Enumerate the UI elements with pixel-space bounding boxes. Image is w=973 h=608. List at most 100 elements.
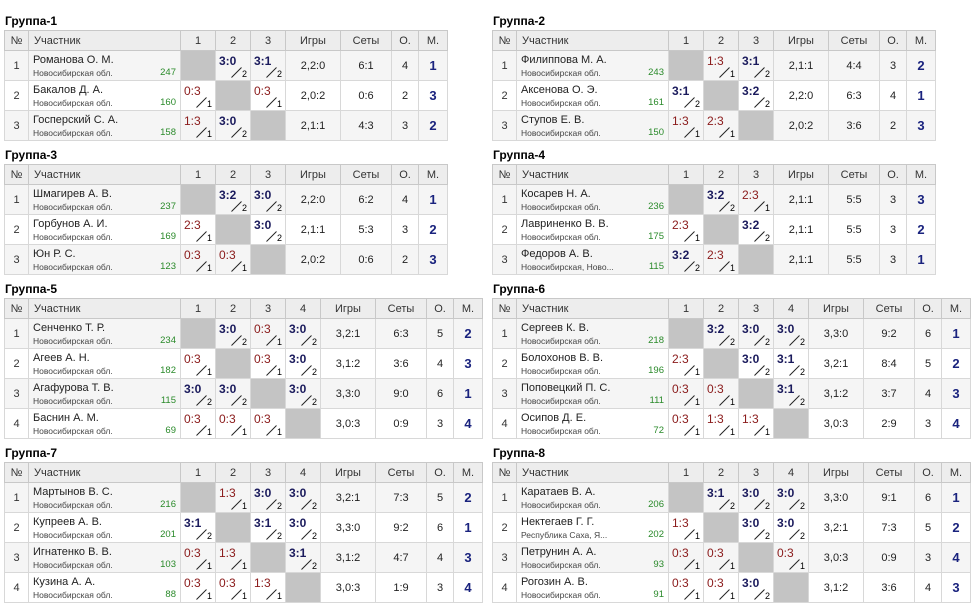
participant-cell[interactable]: Сенченко Т. Р. Новосибирская обл. 234	[28, 318, 181, 349]
participant-cell[interactable]: Юн Р. С. Новосибирская обл. 123	[28, 244, 181, 275]
match-result[interactable]: 0:3 1	[668, 542, 704, 573]
match-result[interactable]: 0:3 1	[215, 244, 251, 275]
participant-name[interactable]: Осипов Д. Е.	[521, 412, 587, 424]
participant-name[interactable]: Госперский С. А.	[33, 114, 119, 126]
participant-name[interactable]: Мартынов В. С.	[33, 486, 113, 498]
match-result[interactable]: 2:3 1	[703, 110, 739, 141]
match-result[interactable]: 1:3 1	[668, 110, 704, 141]
match-result[interactable]: 3:2 2	[215, 184, 251, 215]
participant-name[interactable]: Шмагирев А. В.	[33, 188, 112, 200]
match-result[interactable]: 0:3 1	[703, 378, 739, 409]
match-result[interactable]: 3:0 2	[215, 110, 251, 141]
match-result[interactable]: 3:1 2	[738, 50, 774, 81]
match-result[interactable]: 1:3 1	[180, 110, 216, 141]
match-result[interactable]: 3:0 2	[738, 572, 774, 603]
match-result[interactable]: 0:3 1	[703, 572, 739, 603]
match-result[interactable]: 3:0 2	[285, 378, 321, 409]
participant-name[interactable]: Филиппова М. А.	[521, 54, 607, 66]
match-result[interactable]: 3:0 2	[215, 378, 251, 409]
match-result[interactable]: 0:3 1	[180, 80, 216, 111]
participant-cell[interactable]: Шмагирев А. В. Новосибирская обл. 237	[28, 184, 181, 215]
participant-cell[interactable]: Агеев А. Н. Новосибирская обл. 182	[28, 348, 181, 379]
match-result[interactable]: 0:3 1	[250, 80, 286, 111]
match-result[interactable]: 0:3 1	[215, 572, 251, 603]
match-result[interactable]: 0:3 1	[250, 408, 286, 439]
participant-name[interactable]: Сенченко Т. Р.	[33, 322, 106, 334]
match-result[interactable]: 0:3 1	[250, 318, 286, 349]
participant-cell[interactable]: Косарев Н. А. Новосибирская обл. 236	[516, 184, 669, 215]
match-result[interactable]: 0:3 1	[668, 572, 704, 603]
participant-name[interactable]: Сергеев К. В.	[521, 322, 589, 334]
match-result[interactable]: 3:1 2	[180, 512, 216, 543]
participant-name[interactable]: Рогозин А. В.	[521, 576, 588, 588]
match-result[interactable]: 2:3 1	[703, 244, 739, 275]
participant-cell[interactable]: Романова О. М. Новосибирская обл. 247	[28, 50, 181, 81]
match-result[interactable]: 0:3 1	[180, 348, 216, 379]
match-result[interactable]: 3:0 2	[250, 214, 286, 245]
participant-cell[interactable]: Купреев А. В. Новосибирская обл. 201	[28, 512, 181, 543]
match-result[interactable]: 0:3 1	[668, 408, 704, 439]
participant-name[interactable]: Агеев А. Н.	[33, 352, 90, 364]
participant-cell[interactable]: Горбунов А. И. Новосибирская обл. 169	[28, 214, 181, 245]
match-result[interactable]: 1:3 1	[215, 482, 251, 513]
participant-name[interactable]: Федоров А. В.	[521, 248, 593, 260]
match-result[interactable]: 0:3 1	[180, 572, 216, 603]
match-result[interactable]: 3:1 2	[773, 348, 809, 379]
match-result[interactable]: 0:3 1	[180, 408, 216, 439]
match-result[interactable]: 2:3 1	[668, 214, 704, 245]
match-result[interactable]: 3:1 2	[285, 542, 321, 573]
match-result[interactable]: 3:0 2	[738, 348, 774, 379]
match-result[interactable]: 3:0 2	[215, 318, 251, 349]
match-result[interactable]: 3:0 2	[773, 482, 809, 513]
participant-cell[interactable]: Агафурова Т. В. Новосибирская обл. 115	[28, 378, 181, 409]
participant-cell[interactable]: Осипов Д. Е. Новосибирская обл. 72	[516, 408, 669, 439]
match-result[interactable]: 0:3 1	[215, 408, 251, 439]
participant-cell[interactable]: Нектегаев Г. Г. Республика Саха, Я... 202	[516, 512, 669, 543]
participant-name[interactable]: Ступов Е. В.	[521, 114, 585, 126]
match-result[interactable]: 1:3 1	[250, 572, 286, 603]
match-result[interactable]: 1:3 1	[703, 50, 739, 81]
match-result[interactable]: 3:1 2	[250, 50, 286, 81]
match-result[interactable]: 2:3 1	[738, 184, 774, 215]
participant-name[interactable]: Горбунов А. И.	[33, 218, 108, 230]
match-result[interactable]: 0:3 1	[180, 542, 216, 573]
match-result[interactable]: 3:2 2	[703, 184, 739, 215]
match-result[interactable]: 1:3 1	[668, 512, 704, 543]
match-result[interactable]: 3:0 2	[285, 318, 321, 349]
match-result[interactable]: 3:1 2	[250, 512, 286, 543]
participant-cell[interactable]: Петрунин А. А. Новосибирская обл. 93	[516, 542, 669, 573]
participant-cell[interactable]: Ступов Е. В. Новосибирская обл. 150	[516, 110, 669, 141]
participant-cell[interactable]: Болохонов В. В. Новосибирская обл. 196	[516, 348, 669, 379]
match-result[interactable]: 3:0 2	[773, 318, 809, 349]
participant-cell[interactable]: Федоров А. В. Новосибирская, Ново... 115	[516, 244, 669, 275]
participant-name[interactable]: Каратаев В. А.	[521, 486, 596, 498]
match-result[interactable]: 3:0 2	[285, 482, 321, 513]
participant-cell[interactable]: Поповецкий П. С. Новосибирская обл. 111	[516, 378, 669, 409]
participant-name[interactable]: Баснин А. М.	[33, 412, 99, 424]
participant-name[interactable]: Купреев А. В.	[33, 516, 102, 528]
participant-cell[interactable]: Игнатенко В. В. Новосибирская обл. 103	[28, 542, 181, 573]
match-result[interactable]: 1:3 1	[738, 408, 774, 439]
participant-name[interactable]: Игнатенко В. В.	[33, 546, 112, 558]
match-result[interactable]: 3:0 2	[180, 378, 216, 409]
participant-name[interactable]: Романова О. М.	[33, 54, 114, 66]
match-result[interactable]: 0:3 1	[180, 244, 216, 275]
match-result[interactable]: 3:0 2	[738, 482, 774, 513]
match-result[interactable]: 3:2 2	[668, 244, 704, 275]
participant-name[interactable]: Болохонов В. В.	[521, 352, 604, 364]
match-result[interactable]: 3:0 2	[738, 318, 774, 349]
participant-name[interactable]: Агафурова Т. В.	[33, 382, 114, 394]
participant-cell[interactable]: Баснин А. М. Новосибирская обл. 69	[28, 408, 181, 439]
participant-cell[interactable]: Каратаев В. А. Новосибирская обл. 206	[516, 482, 669, 513]
participant-cell[interactable]: Сергеев К. В. Новосибирская обл. 218	[516, 318, 669, 349]
match-result[interactable]: 3:0 2	[250, 184, 286, 215]
participant-name[interactable]: Аксенова О. Э.	[521, 84, 598, 96]
match-result[interactable]: 3:2 2	[703, 318, 739, 349]
match-result[interactable]: 0:3 1	[703, 542, 739, 573]
participant-cell[interactable]: Филиппова М. А. Новосибирская обл. 243	[516, 50, 669, 81]
match-result[interactable]: 0:3 1	[668, 378, 704, 409]
participant-name[interactable]: Поповецкий П. С.	[521, 382, 611, 394]
participant-cell[interactable]: Рогозин А. В. Новосибирская обл. 91	[516, 572, 669, 603]
match-result[interactable]: 3:0 2	[285, 348, 321, 379]
participant-cell[interactable]: Кузина А. А. Новосибирская обл. 88	[28, 572, 181, 603]
